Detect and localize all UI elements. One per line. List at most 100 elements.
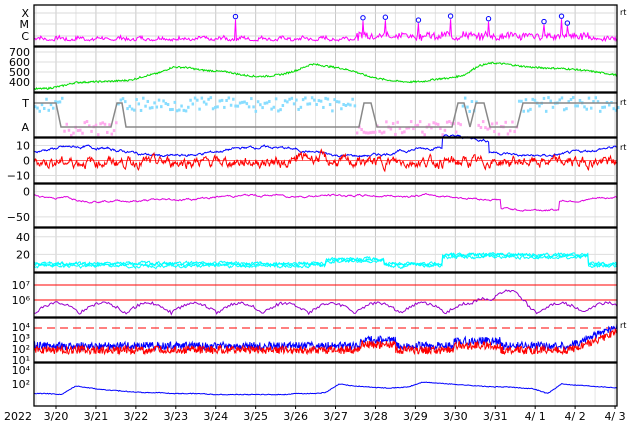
sector-point xyxy=(322,105,325,109)
sector-point xyxy=(283,99,287,103)
sector-point xyxy=(292,102,296,106)
bottom-flux-series xyxy=(33,381,618,396)
sector-point xyxy=(538,104,541,108)
sector-point xyxy=(106,130,109,134)
sector-point xyxy=(259,103,262,107)
panel-frame xyxy=(33,317,618,363)
sector-point xyxy=(409,120,413,124)
sector-point xyxy=(612,107,615,111)
panel-frame xyxy=(33,4,618,47)
sector-point xyxy=(445,120,449,124)
flare-peak-marker xyxy=(415,17,422,23)
panel-frame xyxy=(33,46,618,93)
sector-point xyxy=(477,123,480,127)
sector-point xyxy=(529,107,532,111)
sector-point xyxy=(337,100,341,104)
sector-point xyxy=(90,129,93,133)
proton-tick-label: 10¹ xyxy=(12,354,30,367)
sector-point xyxy=(326,97,330,101)
sector-point xyxy=(279,108,282,112)
sector-point xyxy=(454,130,458,134)
sector-point xyxy=(513,130,516,134)
bt-series xyxy=(33,134,618,158)
sector-point xyxy=(571,96,575,100)
sector-point xyxy=(589,106,593,110)
proton-tick-label: 10² xyxy=(12,343,30,356)
flare-peak-marker xyxy=(541,18,547,25)
sector-point xyxy=(36,106,39,110)
sector-point xyxy=(319,99,323,103)
sector-point xyxy=(461,104,465,108)
flare-peak-marker xyxy=(564,20,571,26)
sector-point xyxy=(191,102,195,106)
sector-point xyxy=(43,106,46,110)
bz-rt-label: rt xyxy=(620,143,626,152)
sector-point xyxy=(61,96,64,100)
sector-point xyxy=(396,120,399,124)
sector-point xyxy=(596,100,600,104)
sector-point xyxy=(416,123,420,127)
sector-point xyxy=(209,96,213,100)
sector-point xyxy=(333,98,336,102)
sector-point xyxy=(97,133,100,137)
proton-series-blue xyxy=(33,323,618,352)
sector-point xyxy=(40,103,44,107)
sector-point xyxy=(119,98,123,102)
sector-point xyxy=(436,122,440,126)
sector-point xyxy=(146,99,150,103)
sector-point xyxy=(175,109,179,113)
sector-point xyxy=(101,121,105,125)
sector-point xyxy=(63,129,66,133)
date-tick-label: 3/30 xyxy=(443,410,468,423)
sector-point xyxy=(76,129,80,133)
sector-point xyxy=(441,133,444,137)
sector-point xyxy=(54,100,57,104)
sector-point xyxy=(452,122,456,126)
sector-point xyxy=(592,100,595,104)
sector-point xyxy=(340,107,343,111)
sector-point xyxy=(351,97,354,101)
sector-point xyxy=(236,104,240,108)
year-label: 2022 xyxy=(4,410,32,423)
panel-frame xyxy=(33,362,618,407)
sector-point xyxy=(378,129,381,133)
sector-point xyxy=(394,132,397,136)
sector-point xyxy=(272,105,276,109)
sector-point xyxy=(493,130,496,134)
flare-x-label: X xyxy=(21,7,29,20)
sector-point xyxy=(560,96,564,100)
date-tick-label: 3/21 xyxy=(84,410,109,423)
sector-point xyxy=(385,120,388,124)
sector-point xyxy=(162,99,165,103)
sector-point xyxy=(562,108,566,112)
speed-series xyxy=(33,61,618,91)
bottom-tick-label: 10² xyxy=(12,378,30,391)
sector-point xyxy=(481,120,485,124)
sector-point xyxy=(522,109,525,113)
density-tick-label: 40 xyxy=(16,231,30,244)
sector-point xyxy=(173,100,177,104)
sector-point xyxy=(427,123,431,127)
sector-point xyxy=(130,107,134,111)
date-tick-label: 3/22 xyxy=(124,410,149,423)
sector-point xyxy=(364,131,368,135)
speed-tick-label: 400 xyxy=(9,76,30,89)
sector-point xyxy=(430,126,433,130)
sector-point xyxy=(180,104,183,108)
sector-point xyxy=(211,107,215,111)
sector-point xyxy=(346,102,350,106)
bz-series xyxy=(33,148,618,173)
sector-point xyxy=(484,126,487,130)
sector-point xyxy=(139,108,143,112)
sector-point xyxy=(517,99,521,103)
sector-point xyxy=(594,96,597,100)
sector-point xyxy=(353,104,357,108)
sector-point xyxy=(115,121,118,125)
sector-point xyxy=(304,96,307,100)
sector-point xyxy=(83,121,87,125)
sector-point xyxy=(216,105,219,109)
sector-point xyxy=(250,97,253,101)
proton-tick-label: 10⁴ xyxy=(12,321,31,334)
index-series xyxy=(33,192,618,212)
